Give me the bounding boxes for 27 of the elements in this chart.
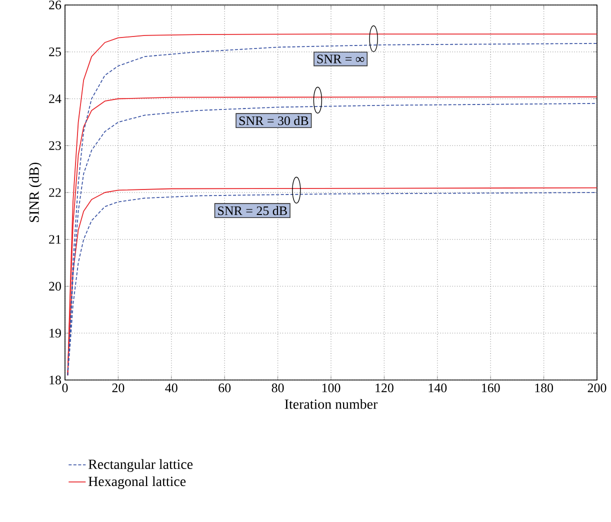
x-tick-label: 180 <box>535 384 554 392</box>
y-tick-label: 24 <box>49 94 62 104</box>
y-tick-label: 26 <box>49 0 62 10</box>
y-axis-title: SINR (dB) <box>29 162 42 222</box>
y-tick-label: 20 <box>49 282 61 291</box>
x-tick-label: 200 <box>588 384 606 392</box>
y-tick-label: 23 <box>49 141 61 150</box>
x-tick-label: 0 <box>62 384 68 392</box>
x-tick-label: 100 <box>322 384 340 392</box>
y-tick-label: 21 <box>49 235 61 244</box>
annotation: SNR = ∞ <box>317 54 364 64</box>
x-tick-label: 60 <box>218 384 231 392</box>
x-axis-title: Iteration number <box>284 399 378 409</box>
x-tick-label: 80 <box>272 384 284 392</box>
legend-label: Hexagonal lattice <box>88 476 186 490</box>
annotation: SNR = 30 dB <box>239 116 308 126</box>
annotation: SNR = 25 dB <box>218 206 287 216</box>
x-tick-label: 140 <box>428 384 447 392</box>
x-tick-label: 120 <box>376 384 394 392</box>
y-tick-label: 19 <box>50 328 61 338</box>
y-tick-label: 25 <box>49 48 61 56</box>
x-tick-label: 40 <box>165 384 178 392</box>
y-tick-label: 18 <box>50 376 61 384</box>
legend-label: Rectangular lattice <box>88 459 193 472</box>
x-tick-label: 160 <box>482 384 500 392</box>
x-tick-label: 20 <box>112 384 124 392</box>
y-tick-label: 22 <box>49 188 61 197</box>
